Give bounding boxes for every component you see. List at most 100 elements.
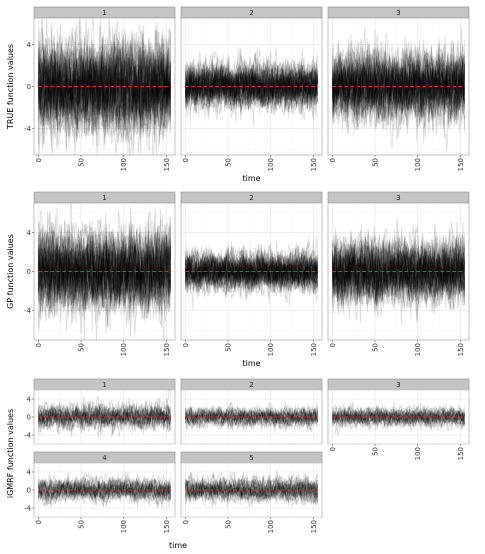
series-line: [37, 223, 172, 331]
series-line: [38, 400, 172, 434]
series-line: [37, 44, 172, 139]
series-line: [38, 477, 172, 508]
y-tick-label: 4: [27, 396, 32, 404]
series-line: [331, 52, 466, 123]
facet-strip-label: 1: [102, 9, 106, 17]
panel-2: 2 0 50 100 150: [180, 191, 323, 356]
series-line: [184, 254, 319, 302]
series-line: [37, 400, 172, 432]
series-line: [184, 57, 319, 127]
series-line: [37, 477, 171, 505]
series-line: [331, 247, 465, 312]
series-line: [184, 239, 319, 296]
series-line: [184, 405, 319, 430]
x-tick-label: 0: [182, 158, 190, 162]
series-line: [37, 40, 172, 156]
series-line: [184, 246, 318, 294]
x-axis: 0 50 100 150: [35, 155, 171, 171]
series-line: [37, 25, 172, 140]
series-line: [332, 405, 466, 428]
series-line: [184, 473, 319, 506]
series-line: [184, 59, 318, 111]
series-line: [184, 60, 319, 120]
series-line: [331, 48, 466, 119]
series-line: [37, 401, 172, 430]
series-line: [331, 236, 466, 308]
series-line: [37, 229, 172, 326]
x-tick-label: 0: [182, 520, 190, 524]
series-line: [331, 405, 466, 430]
series-line: [37, 28, 172, 136]
series-line: [331, 42, 466, 129]
series-line: [37, 25, 172, 155]
series-line: [37, 45, 172, 151]
series-line: [37, 475, 172, 504]
series-line: [184, 61, 319, 108]
series-line: [331, 43, 466, 126]
series-line: [37, 225, 172, 319]
series-line: [184, 241, 319, 297]
series-line: [37, 35, 172, 156]
series-line: [184, 64, 319, 119]
series-line: [37, 24, 172, 135]
series-line: [331, 237, 466, 311]
series-line: [185, 475, 319, 507]
facet-strip-label: 3: [396, 9, 400, 17]
y-tick-label: -4: [24, 505, 32, 513]
series-line: [184, 60, 319, 111]
series-line: [37, 46, 172, 148]
series-line: [331, 42, 466, 122]
series-line: [331, 42, 466, 127]
series-line: [184, 50, 318, 114]
x-tick-label: 50: [225, 520, 233, 529]
series-line: [184, 473, 319, 504]
series-line: [184, 401, 318, 429]
series-line: [37, 401, 172, 436]
series-line: [184, 48, 319, 118]
series-line: [37, 30, 172, 135]
panel-3: 3 0 50 100 150: [327, 378, 470, 460]
series-line: [331, 43, 465, 119]
series-line: [331, 46, 466, 124]
series-line: [37, 223, 172, 311]
series-line: [184, 57, 319, 114]
series-line: [184, 247, 318, 300]
series-line: [184, 63, 319, 118]
y-tick-label: -4: [24, 307, 32, 315]
series-line: [37, 17, 172, 142]
series-line: [184, 247, 319, 294]
series-line: [184, 245, 319, 290]
series-line: [184, 246, 319, 290]
y-axis: -4 0 4: [24, 229, 34, 315]
series-line: [184, 401, 319, 432]
series-line: [38, 477, 172, 505]
series-line: [184, 407, 318, 432]
facet-strip-label: 1: [102, 381, 106, 389]
series-line: [184, 249, 319, 293]
series-line: [184, 65, 319, 110]
y-tick-label: 4: [27, 469, 32, 477]
series-line: [331, 44, 466, 129]
y-axis-title: GP function values: [6, 234, 15, 309]
series-line: [184, 473, 318, 504]
series-line: [331, 221, 466, 307]
series-line: [37, 230, 172, 328]
series-line: [38, 476, 172, 508]
x-tick-label: 150: [163, 343, 171, 356]
series-line: [184, 67, 319, 110]
series-line: [332, 407, 466, 429]
series-line: [184, 61, 319, 120]
series-group: [184, 401, 319, 433]
series-line: [331, 52, 466, 129]
series-line: [37, 227, 172, 314]
series-line: [184, 407, 319, 429]
series-line: [331, 34, 466, 131]
series-line: [37, 235, 172, 317]
series-line: [331, 50, 466, 124]
series-line: [37, 43, 172, 139]
series-line: [331, 44, 466, 130]
series-line: [37, 472, 172, 506]
series-line: [37, 224, 172, 341]
series-line: [331, 235, 466, 305]
